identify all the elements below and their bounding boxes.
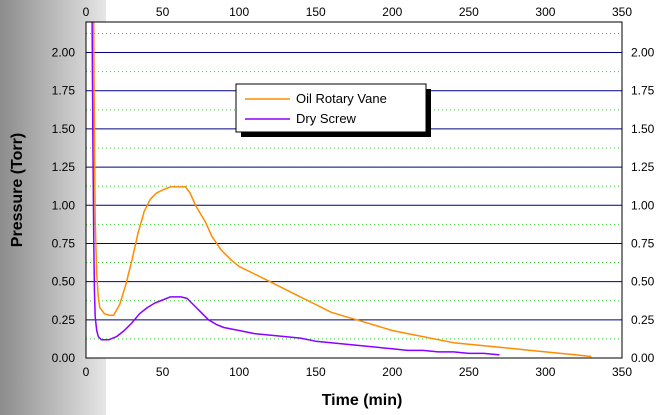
x-tick-label-bottom: 300 <box>535 365 555 379</box>
legend: Oil Rotary Vane Dry Screw <box>235 83 431 137</box>
x-axis-title: Time (min) <box>322 392 403 409</box>
x-axis-top: 0 50 100 150 200 250 300 350 <box>83 5 633 19</box>
x-tick-label-top: 50 <box>156 5 170 19</box>
x-tick-label-bottom: 250 <box>459 365 479 379</box>
legend-label-1: Dry Screw <box>296 111 357 126</box>
y-tick-label-left: 1.75 <box>52 84 76 98</box>
plot-area <box>86 22 622 358</box>
y-axis-left: 0.00 0.25 0.50 0.75 1.00 1.25 1.50 1.75 2.00 <box>52 46 76 365</box>
y-tick-label-right: 1.00 <box>631 198 655 212</box>
x-tick-label-top: 0 <box>83 5 90 19</box>
x-axis-bottom: 0 50 100 150 200 250 300 350 <box>83 365 633 379</box>
y-tick-label-right: 1.50 <box>631 122 655 136</box>
x-tick-label-bottom: 350 <box>612 365 632 379</box>
x-tick-label-top: 200 <box>382 5 402 19</box>
y-tick-label-right: 0.50 <box>631 275 655 289</box>
x-tick-label-top: 350 <box>612 5 632 19</box>
y-tick-label-left: 2.00 <box>52 46 76 60</box>
y-tick-label-left: 0.50 <box>52 275 76 289</box>
y-tick-label-right: 2.00 <box>631 46 655 60</box>
y-tick-label-left: 0.75 <box>52 236 76 250</box>
x-tick-label-top: 100 <box>229 5 249 19</box>
series-line-0 <box>92 21 592 358</box>
legend-label-0: Oil Rotary Vane <box>296 91 387 106</box>
series-line-1 <box>91 21 500 356</box>
x-tick-label-bottom: 200 <box>382 365 402 379</box>
y-axis-title: Pressure (Torr) <box>9 133 26 247</box>
x-tick-label-bottom: 50 <box>156 365 170 379</box>
y-tick-label-left: 1.50 <box>52 122 76 136</box>
y-tick-label-right: 0.25 <box>631 313 655 327</box>
series-lines <box>91 21 592 358</box>
y-tick-label-right: 0.75 <box>631 236 655 250</box>
x-tick-label-bottom: 100 <box>229 365 249 379</box>
y-tick-label-right: 0.00 <box>631 351 655 365</box>
y-axis-right: 0.00 0.25 0.50 0.75 1.00 1.25 1.50 1.75 2.00 <box>631 46 655 365</box>
legend-box <box>235 83 427 133</box>
x-tick-label-bottom: 150 <box>306 365 326 379</box>
plot-frame <box>85 21 623 359</box>
x-tick-label-top: 300 <box>535 5 555 19</box>
y-tick-label-right: 1.25 <box>631 160 655 174</box>
x-tick-label-top: 250 <box>459 5 479 19</box>
y-tick-label-left: 1.00 <box>52 198 76 212</box>
y-tick-label-left: 1.25 <box>52 160 76 174</box>
y-tick-label-right: 1.75 <box>631 84 655 98</box>
x-tick-label-top: 150 <box>306 5 326 19</box>
x-tick-label-bottom: 0 <box>83 365 90 379</box>
y-tick-label-left: 0.00 <box>52 351 76 365</box>
y-tick-label-left: 0.25 <box>52 313 76 327</box>
